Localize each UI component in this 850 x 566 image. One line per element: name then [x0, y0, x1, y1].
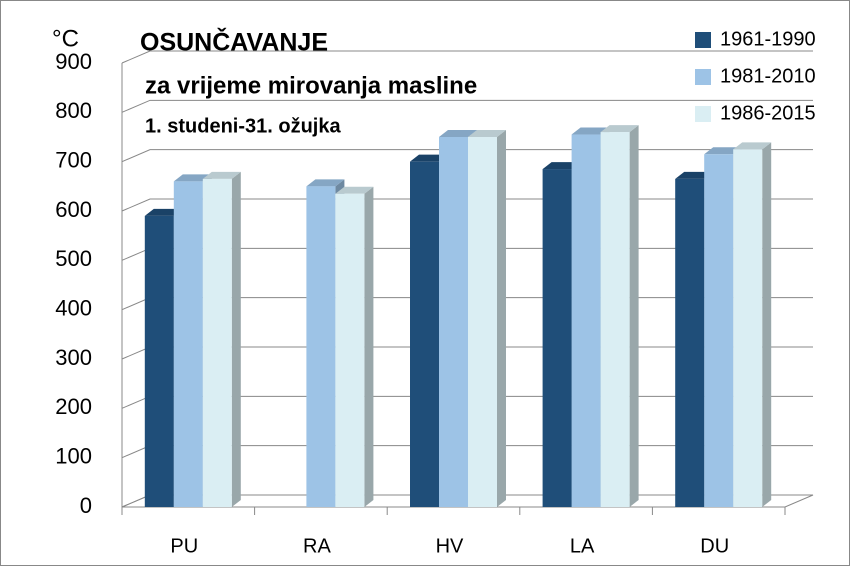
bar-top: [439, 130, 477, 137]
x-tick-label: DU: [700, 535, 729, 557]
x-tick-label: LA: [570, 535, 595, 557]
bar-side: [762, 142, 772, 508]
bar-top: [202, 171, 241, 179]
bar-top: [675, 171, 714, 179]
legend-swatch: [695, 69, 711, 85]
grid-line: [121, 50, 813, 64]
bar-top: [600, 125, 639, 133]
y-tick-label: 300: [55, 345, 92, 370]
y-tick-label: 400: [55, 295, 92, 320]
y-tick-label: 100: [55, 443, 92, 468]
bar: [600, 132, 630, 508]
y-tick-label: 600: [55, 197, 92, 222]
y-tick-label: 900: [55, 49, 92, 74]
legend-label: 1986-2015: [720, 102, 816, 124]
y-tick-label: 700: [55, 147, 92, 172]
bar: [675, 178, 705, 507]
bar: [733, 149, 763, 508]
bar-top: [144, 208, 183, 216]
chart-subtitle: za vrijeme mirovanja masline: [145, 72, 477, 99]
bar: [410, 161, 439, 507]
bar-top: [733, 142, 772, 150]
bar-side: [629, 125, 639, 508]
x-tick-label: HV: [436, 535, 464, 557]
y-tick-label: 500: [55, 246, 92, 271]
x-tick-label: PU: [170, 535, 198, 557]
bar-top: [410, 154, 448, 162]
bar-side: [231, 171, 241, 507]
bar: [306, 186, 336, 508]
y-tick-label: 0: [80, 493, 92, 518]
bar: [468, 137, 497, 507]
chart-title: OSUNČAVANJE: [140, 27, 328, 57]
bar-side: [364, 186, 374, 507]
bar: [202, 178, 232, 507]
y-tick-label: 800: [55, 98, 92, 123]
y-tick-label: 200: [55, 394, 92, 419]
bar-top: [306, 179, 345, 187]
bar: [439, 137, 468, 507]
legend-swatch: [695, 32, 711, 48]
x-tick-label: RA: [303, 535, 331, 557]
bar: [704, 154, 734, 507]
bar: [542, 169, 572, 508]
legend-swatch: [695, 106, 711, 122]
bar-top: [173, 174, 212, 182]
bar-side: [497, 130, 506, 507]
grid-line: [121, 99, 813, 113]
legend-label: 1981-2010: [720, 65, 816, 87]
bar: [335, 193, 365, 507]
y-axis-label: °C: [52, 25, 79, 52]
legend-label: 1961-1990: [720, 28, 816, 50]
bar-top: [468, 130, 506, 137]
bar-top: [335, 186, 374, 194]
bar-top: [704, 147, 743, 155]
annotation: 1. studeni-31. ožujka: [145, 115, 341, 137]
bar-top: [542, 162, 581, 170]
bar: [144, 215, 174, 507]
bar: [571, 134, 601, 508]
bar: [173, 181, 203, 507]
bar-top: [571, 127, 610, 135]
